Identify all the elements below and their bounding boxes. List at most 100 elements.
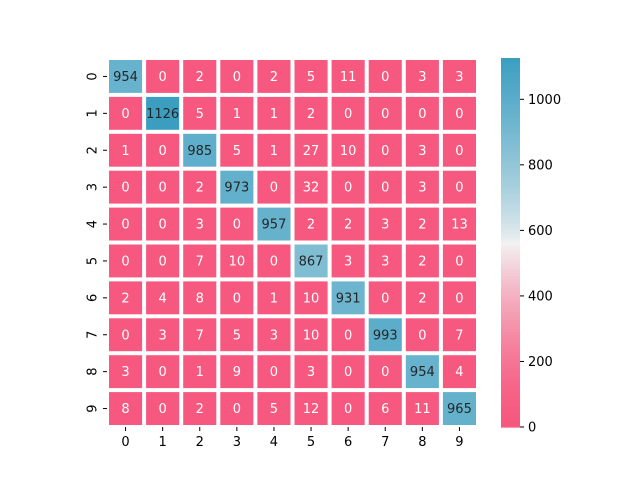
heatmap-cell-r8-c0: [109, 355, 143, 389]
y-axis: 0 1 2 3 4 5 6 7 8 9: [86, 72, 107, 413]
cell-value-r0-c7: 0: [381, 70, 389, 85]
colorbar-segment: [501, 150, 520, 154]
cell-value-r7-c8: 0: [418, 328, 426, 343]
cell-value-r8-c3: 9: [233, 365, 241, 380]
y-tick-label: 2: [86, 146, 101, 154]
colorbar-segment: [501, 365, 520, 370]
colorbar-segment: [501, 236, 520, 241]
x-tick-label: 1: [159, 435, 167, 450]
colorbar-segment: [501, 387, 520, 391]
heatmap-cell-r4-c4: [257, 207, 291, 241]
colorbar-segment: [501, 245, 520, 250]
heatmap-cell-r0-c3: [220, 60, 254, 93]
cell-value-r1-c2: 5: [196, 107, 204, 122]
cell-value-r3-c9: 0: [455, 181, 463, 196]
y-tick-label: 9: [86, 404, 101, 412]
colorbar-tick-label: 0: [528, 421, 536, 436]
heatmap-cell-r1-c1: [146, 96, 180, 130]
heatmap-cell-r2-c8: [405, 133, 439, 167]
colorbar-segment: [501, 374, 520, 379]
heatmap-cell-r0-c0: [109, 60, 143, 93]
colorbar-segment: [501, 417, 520, 422]
heatmap-cells: [109, 60, 476, 425]
colorbar-segment: [501, 104, 520, 108]
cell-value-r4-c6: 2: [344, 218, 352, 233]
heatmap-cell-r1-c3: [220, 96, 254, 130]
colorbar-tick-label: 200: [528, 355, 553, 370]
colorbar-segment: [501, 196, 520, 201]
cell-value-r7-c5: 10: [303, 328, 320, 343]
colorbar-segment: [501, 393, 520, 397]
heatmap-cell-r0-c2: [183, 60, 217, 93]
cell-value-r6-c9: 0: [455, 291, 463, 306]
heatmap-cell-r2-c7: [368, 133, 402, 167]
heatmap-cell-r2-c0: [109, 133, 143, 167]
heatmap-cell-r9-c1: [146, 392, 180, 425]
colorbar-segment: [501, 156, 520, 161]
colorbar-segment: [501, 64, 520, 68]
heatmap-cell-r6-c8: [405, 281, 439, 315]
heatmap-cell-r2-c1: [146, 133, 180, 167]
heatmap-cell-r4-c2: [183, 207, 217, 241]
heatmap-cell-r6-c1: [146, 281, 180, 315]
colorbar-segment: [501, 328, 520, 333]
cell-value-r5-c3: 10: [229, 254, 246, 269]
colorbar-segment: [501, 331, 520, 336]
heatmap-cell-r6-c3: [220, 281, 254, 315]
colorbar-segment: [501, 122, 520, 127]
colorbar-segment: [501, 153, 520, 157]
heatmap-cell-r7-c9: [442, 318, 476, 352]
cell-value-r1-c9: 0: [455, 107, 463, 122]
cell-value-r8-c8: 954: [410, 365, 435, 380]
colorbar-segment: [501, 276, 520, 280]
heatmap-cell-r7-c6: [331, 318, 365, 352]
cell-value-r9-c5: 12: [303, 402, 320, 417]
colorbar-segment: [501, 294, 520, 299]
cell-value-r5-c7: 3: [381, 254, 389, 269]
heatmap-cell-r3-c9: [442, 170, 476, 204]
heatmap-cell-r7-c7: [368, 318, 402, 352]
cell-value-r7-c3: 5: [233, 328, 241, 343]
colorbar-segment: [501, 257, 520, 262]
x-tick-label: 9: [455, 435, 463, 450]
heatmap-cell-r2-c3: [220, 133, 254, 167]
heatmap-cell-r3-c5: [294, 170, 328, 204]
colorbar-segment: [501, 184, 520, 188]
cell-value-r9-c6: 0: [344, 402, 352, 417]
cell-value-r9-c2: 2: [196, 402, 204, 417]
heatmap-cell-r2-c5: [294, 133, 328, 167]
heatmap-cell-r2-c9: [442, 133, 476, 167]
colorbar-segment: [501, 279, 520, 284]
x-axis: 0 1 2 3 4 5 6 7 8 9: [121, 427, 464, 450]
colorbar-segment: [501, 267, 520, 271]
colorbar-segment: [501, 254, 520, 259]
colorbar-segment: [501, 94, 520, 99]
cell-value-r6-c1: 4: [159, 291, 167, 306]
colorbar-segment: [501, 380, 520, 385]
cell-value-r2-c0: 1: [121, 144, 129, 159]
cell-value-r4-c7: 3: [381, 218, 389, 233]
colorbar-segment: [501, 313, 520, 317]
heatmap-cell-r2-c4: [257, 133, 291, 167]
cell-value-r0-c2: 2: [196, 70, 204, 85]
colorbar-segment: [501, 91, 520, 96]
heatmap-cell-r0-c1: [146, 60, 180, 93]
cell-value-r7-c9: 7: [455, 328, 463, 343]
colorbar-segment: [501, 304, 520, 308]
heatmap-cell-r4-c7: [368, 207, 402, 241]
colorbar-segment: [501, 101, 520, 105]
heatmap-cell-r6-c6: [331, 281, 365, 315]
heatmap-cell-r8-c1: [146, 355, 180, 389]
heatmap-cell-r7-c2: [183, 318, 217, 352]
colorbar-segment: [501, 67, 520, 71]
cell-value-r3-c4: 0: [270, 181, 278, 196]
colorbar-segment: [501, 214, 520, 219]
colorbar-segment: [501, 408, 520, 413]
colorbar-segment: [501, 220, 520, 225]
heatmap-cell-r9-c7: [368, 392, 402, 425]
cell-value-r1-c0: 0: [121, 107, 129, 122]
cell-value-r2-c9: 0: [455, 144, 463, 159]
heatmap-cell-r3-c3: [220, 170, 254, 204]
heatmap-cell-r8-c3: [220, 355, 254, 389]
